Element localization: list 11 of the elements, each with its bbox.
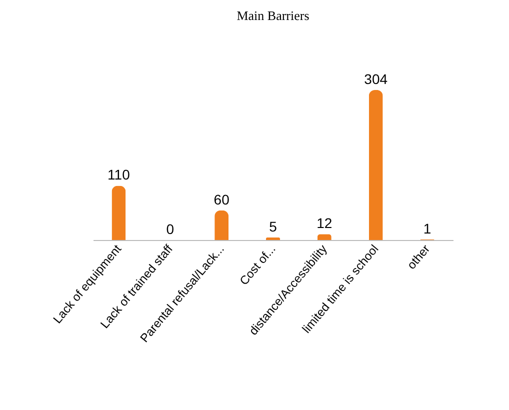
data-label: 12 (316, 215, 332, 232)
data-label: 110 (108, 166, 130, 183)
data-label: 60 (214, 191, 230, 208)
bar (112, 186, 126, 240)
data-label: 1 (423, 220, 432, 237)
data-label: 0 (166, 221, 174, 237)
chart-title: Main Barriers (236, 8, 310, 23)
data-label: 5 (269, 218, 278, 235)
data-label: 304 (364, 71, 388, 87)
bar (214, 210, 229, 240)
bar (368, 90, 383, 240)
